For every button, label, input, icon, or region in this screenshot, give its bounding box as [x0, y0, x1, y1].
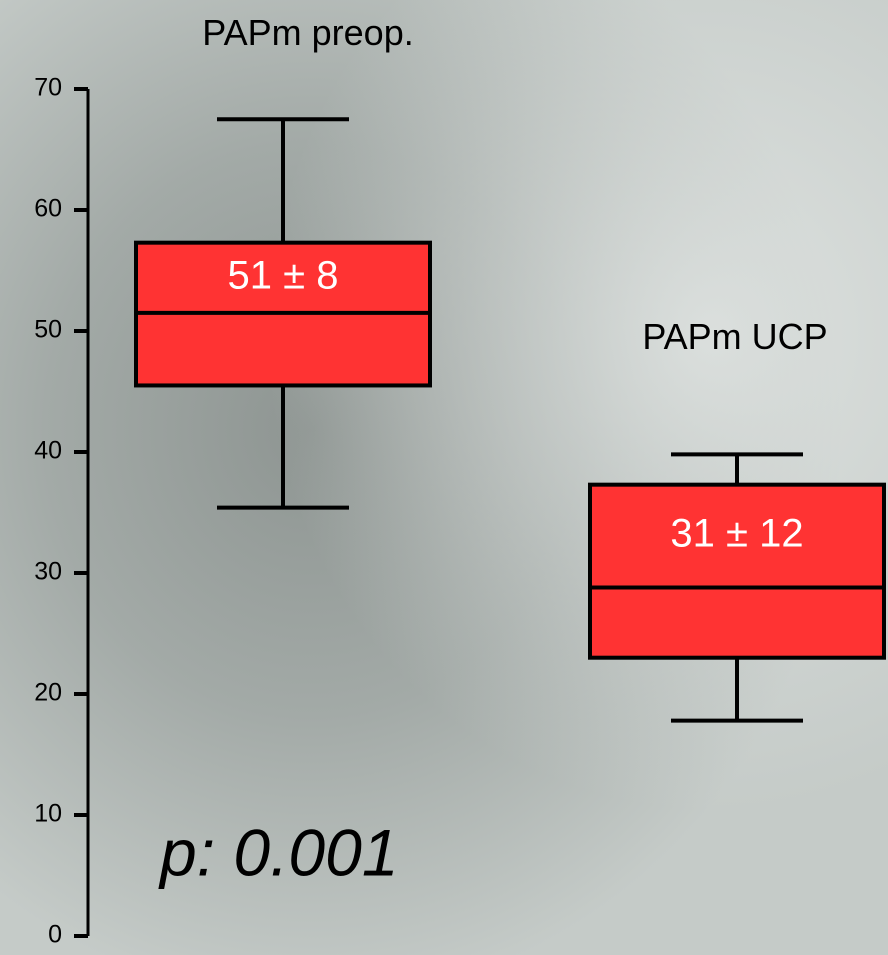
y-tick-label: 20: [34, 679, 62, 707]
y-tick-label: 60: [34, 195, 62, 223]
p-value-annotation: p: 0.001: [158, 815, 399, 889]
y-tick-label: 40: [34, 437, 62, 465]
y-tick-label: 0: [48, 921, 62, 949]
category-label: PAPm UCP: [642, 316, 827, 357]
y-tick-label: 10: [34, 800, 62, 828]
box-label: 31 ± 12: [670, 512, 803, 556]
y-tick-label: 30: [34, 558, 62, 586]
box-label: 51 ± 8: [228, 253, 339, 297]
box: [590, 485, 884, 658]
chart: p: 0.001 0 10 20 30 40 50 60 70 51 ± 8 PAPm preop…: [0, 0, 888, 955]
y-tick-label: 70: [34, 74, 62, 102]
y-tick-label: 50: [34, 316, 62, 344]
background-highlight: [0, 0, 888, 955]
category-label: PAPm preop.: [202, 12, 413, 53]
